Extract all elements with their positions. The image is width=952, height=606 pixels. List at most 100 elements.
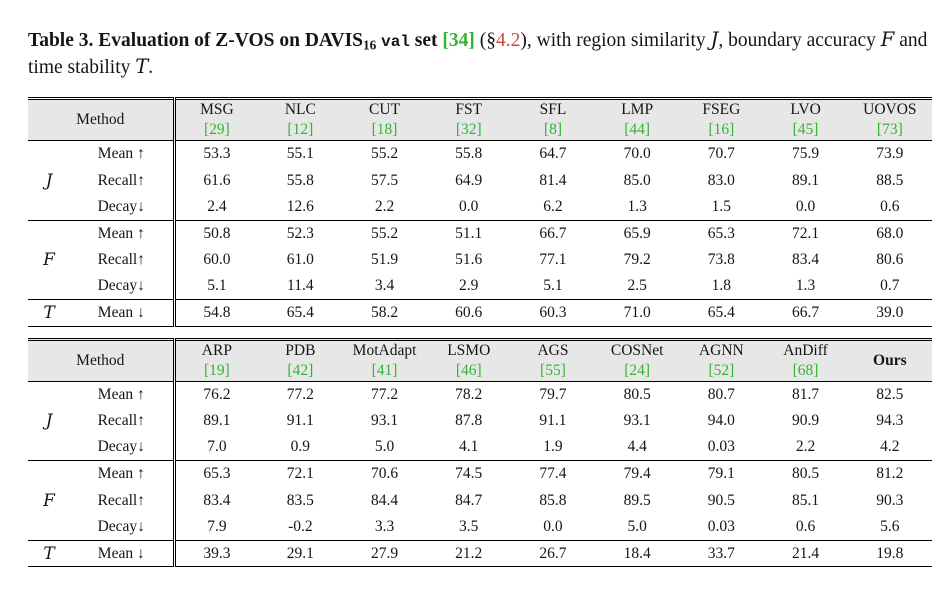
table-row: Recall↑ 89.1 91.1 93.1 87.8 91.1 93.1 94.0 90.9 9… <box>28 407 932 435</box>
math-symbol-J: J <box>710 27 719 51</box>
value-cell: 78.2 <box>426 380 511 408</box>
value-cell: 0.7 <box>880 277 900 295</box>
value-cell: 0.0 <box>795 197 816 215</box>
value-cell: 91.1 <box>539 412 567 430</box>
citation-link[interactable]: [42] <box>287 361 314 379</box>
citation-link[interactable]: [18] <box>371 121 398 139</box>
value-cell: 3.3 <box>374 517 395 535</box>
citation-link[interactable]: [19] <box>203 361 230 379</box>
table-row: Decay↓ 7.9 -0.2 3.3 3.5 0.0 5.0 0.03 0.6 5.6 <box>28 513 932 541</box>
value-cell: 29.1 <box>258 539 343 567</box>
citation-link[interactable]: [44] <box>624 121 651 139</box>
value-cell: 1.8 <box>711 277 732 295</box>
citation-link[interactable]: [73] <box>876 121 903 139</box>
method-name: PDB <box>285 341 316 359</box>
caption-text: ), with region similarity <box>520 29 711 51</box>
value-cell: 1.5 <box>711 197 732 215</box>
method-name: UOVOS <box>863 101 917 119</box>
value-cell: 55.8 <box>426 140 511 168</box>
value-cell: 94.0 <box>707 412 735 430</box>
citation-link[interactable]: [32] <box>455 121 482 139</box>
value-cell: 83.4 <box>203 491 231 509</box>
citation-link[interactable]: [46] <box>455 361 482 379</box>
citation-link[interactable]: [68] <box>792 361 819 379</box>
method-column-header: FSEG [16] <box>679 98 764 142</box>
citation-link[interactable]: [41] <box>371 361 398 379</box>
value-cell: 7.0 <box>207 438 227 456</box>
metric-group-symbol: T <box>28 299 70 327</box>
method-header: Method <box>28 98 176 142</box>
metric-label: Recall↑ <box>70 167 176 194</box>
value-cell: 90.9 <box>791 412 820 430</box>
value-cell: 60.0 <box>203 251 231 269</box>
value-cell: 70.0 <box>595 140 680 168</box>
value-cell: 3.5 <box>459 517 479 535</box>
method-column-header: LMP [44] <box>595 98 680 142</box>
metric-label: Recall↑ <box>70 246 176 274</box>
value-cell: -0.2 <box>288 517 313 535</box>
citation-link[interactable]: [8] <box>543 121 562 139</box>
value-cell: 61.0 <box>286 251 314 269</box>
citation-link[interactable]: [52] <box>708 361 735 379</box>
value-cell: 70.6 <box>342 460 427 488</box>
citation-link[interactable]: [55] <box>540 361 566 379</box>
value-cell: 80.5 <box>595 380 680 408</box>
value-cell: 33.7 <box>679 539 764 567</box>
value-cell: 89.1 <box>203 412 231 430</box>
citation-link[interactable]: [16] <box>708 121 735 139</box>
value-cell: 1.3 <box>795 277 816 295</box>
citation-link[interactable]: [34] <box>442 29 475 51</box>
value-cell: 90.5 <box>707 491 735 509</box>
method-column-header: Ours <box>847 339 932 382</box>
value-cell: 80.7 <box>679 380 764 408</box>
value-cell: 2.9 <box>459 277 479 295</box>
metric-label: Mean ↑ <box>70 219 176 247</box>
table-header-row: Method MSG [29] NLC [12] CUT [18] FST [32] SFL [8]… <box>28 98 932 142</box>
table-row: Decay↓ 7.0 0.9 5.0 4.1 1.9 4.4 0.03 2.2 4.2 <box>28 434 932 461</box>
value-cell: 51.6 <box>455 251 483 269</box>
value-cell: 79.1 <box>679 460 764 488</box>
caption-text: and time stability <box>28 29 928 79</box>
caption-text: set <box>409 29 443 51</box>
citation-link[interactable]: [24] <box>624 361 651 379</box>
caption-text: Evaluation of Z-VOS on DAVIS <box>98 29 364 51</box>
citation-link[interactable]: [12] <box>287 121 314 139</box>
table-header-row: Method ARP [19] PDB [42] MotAdapt [41] LSMO [46]… <box>28 339 932 382</box>
value-cell: 81.4 <box>539 171 567 189</box>
math-symbol-T: T <box>135 55 149 79</box>
caption-text: (§ <box>474 29 497 51</box>
table-row: Recall↑ 83.4 83.5 84.4 84.7 85.8 89.5 90.5 85.1 9… <box>28 487 932 514</box>
value-cell: 73.8 <box>707 251 735 269</box>
value-cell: 79.7 <box>510 380 596 408</box>
citation-link[interactable]: [29] <box>203 121 230 139</box>
value-cell: 6.2 <box>543 197 563 215</box>
metric-group-symbol: F <box>28 460 70 541</box>
citation-link[interactable]: [45] <box>792 121 819 139</box>
value-cell: 4.2 <box>880 438 900 456</box>
method-header: Method <box>28 339 176 382</box>
metric-label: Mean ↑ <box>70 380 176 408</box>
value-cell: 64.7 <box>510 140 596 168</box>
method-name: CUT <box>369 101 401 119</box>
metric-label: Decay↓ <box>70 434 176 461</box>
value-cell: 58.2 <box>342 299 427 327</box>
section-link[interactable]: 4.2 <box>496 29 521 51</box>
table-row: Recall↑ 61.6 55.8 57.5 64.9 81.4 85.0 83.0 89.1 8… <box>28 167 932 194</box>
math-symbol-F: F <box>880 27 895 51</box>
metric-label: Recall↑ <box>70 407 176 435</box>
value-cell: 75.9 <box>763 140 848 168</box>
value-cell: 60.3 <box>510 299 596 327</box>
value-cell: 4.1 <box>459 438 479 456</box>
value-cell: 83.4 <box>791 251 820 269</box>
results-table-1: Method MSG [29] NLC [12] CUT [18] FST [32] SFL [8]… <box>28 97 932 327</box>
value-cell: 4.4 <box>627 438 647 456</box>
method-column-header: COSNet [24] <box>595 339 680 382</box>
value-cell: 0.03 <box>707 438 735 456</box>
metric-label: Decay↓ <box>70 193 176 221</box>
method-name: AGS <box>537 341 569 359</box>
method-name: ARP <box>201 341 232 359</box>
value-cell: 61.6 <box>203 171 231 189</box>
value-cell: 1.9 <box>543 438 563 456</box>
method-name: LMP <box>621 101 654 119</box>
metric-group-symbol: J <box>28 380 70 461</box>
